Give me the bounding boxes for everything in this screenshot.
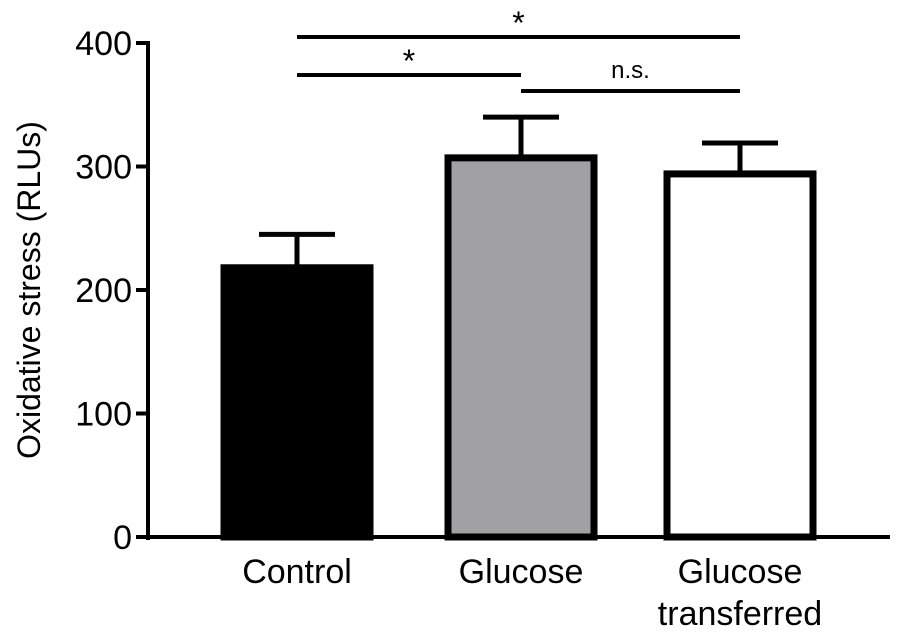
x-tick-label: Control [242, 553, 352, 591]
y-tick-label: 100 [75, 396, 132, 434]
bar [663, 170, 817, 541]
significance-label: * [512, 5, 524, 41]
bar [444, 154, 598, 541]
axes: 0 100 200 300 400 Control Glucose Glucose transf… [75, 25, 890, 633]
x-tick-label: Glucose [459, 553, 584, 591]
x-tick-label: transferred [658, 595, 822, 633]
significance-label: * [403, 43, 415, 79]
y-tick-label: 300 [75, 149, 132, 187]
y-tick-label: 200 [75, 272, 132, 310]
x-tick-label: Glucose [678, 553, 803, 591]
y-axis-label: Oxidative stress (RLUs) [11, 121, 47, 459]
bars [220, 114, 817, 541]
significance-annotations: * * n.s. [297, 5, 740, 93]
bar [220, 264, 374, 541]
y-tick-label: 400 [75, 25, 132, 63]
significance-label: n.s. [611, 57, 650, 84]
y-tick-label: 0 [113, 519, 132, 557]
